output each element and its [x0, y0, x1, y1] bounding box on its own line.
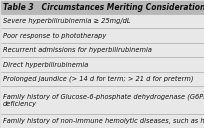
- Bar: [0, 86, 204, 114]
- Text: Recurrent admissions for hyperbilirubinemia: Recurrent admissions for hyperbilirubine…: [3, 47, 152, 53]
- Bar: [0, 43, 204, 57]
- Text: Family history of Glucose-6-phosphate dehydrogenase (G6PD) defici
deficiency: Family history of Glucose-6-phosphate de…: [3, 93, 204, 107]
- Bar: [0, 72, 204, 86]
- Text: Table 3   Circumstances Meriting Consideration of Rare Cau: Table 3 Circumstances Meriting Considera…: [3, 3, 204, 12]
- Text: Severe hyperbilirubinemia ≥ 25mg/dL: Severe hyperbilirubinemia ≥ 25mg/dL: [3, 18, 131, 24]
- Text: Prolonged jaundice (> 14 d for term; > 21 d for preterm): Prolonged jaundice (> 14 d for term; > 2…: [3, 76, 194, 82]
- Bar: [0, 1, 204, 14]
- Bar: [0, 57, 204, 72]
- Bar: [0, 14, 204, 28]
- Text: Direct hyperbilirubinemia: Direct hyperbilirubinemia: [3, 61, 88, 68]
- Bar: [0, 28, 204, 43]
- Text: Poor response to phototherapy: Poor response to phototherapy: [3, 33, 106, 39]
- Text: Family history of non-immune hemolytic diseases, such as hereditary s: Family history of non-immune hemolytic d…: [3, 118, 204, 124]
- Bar: [0, 114, 204, 128]
